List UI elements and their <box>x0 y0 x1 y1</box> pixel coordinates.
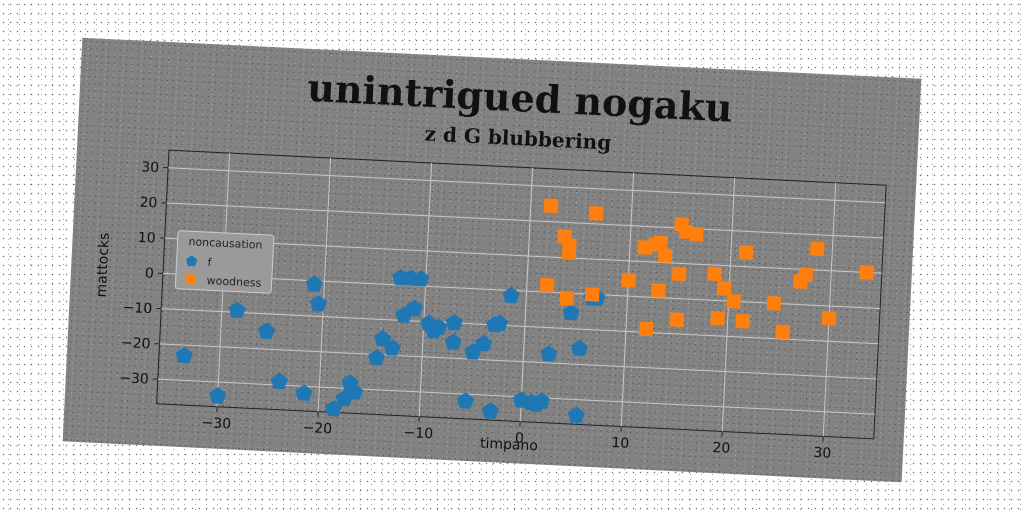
x-tick-label: 30 <box>813 445 832 462</box>
data-point <box>457 392 475 409</box>
data-point <box>325 399 343 417</box>
data-point <box>671 266 687 282</box>
data-point <box>444 333 462 350</box>
data-point <box>821 311 837 326</box>
data-point <box>209 387 227 404</box>
legend-marker <box>185 255 198 267</box>
y-grid-line <box>166 202 884 239</box>
legend-title: noncausation <box>188 235 263 252</box>
x-tick-label: −20 <box>302 420 332 437</box>
y-tick-label: 10 <box>137 230 156 247</box>
data-point <box>859 265 875 280</box>
data-point <box>270 372 288 390</box>
data-point <box>710 310 725 326</box>
data-point <box>532 392 551 409</box>
data-point <box>726 293 741 309</box>
y-tick-label: 30 <box>141 159 160 176</box>
data-point <box>346 383 364 400</box>
data-point <box>588 206 604 221</box>
x-tick-label: 20 <box>712 440 731 457</box>
x-tick-label: 10 <box>611 435 630 452</box>
data-point <box>309 294 328 312</box>
data-point <box>491 314 509 332</box>
data-point <box>571 339 589 357</box>
data-point <box>559 291 575 306</box>
data-point <box>735 313 751 329</box>
data-point <box>775 324 791 340</box>
legend-label: woodness <box>206 274 261 290</box>
y-grid-line <box>159 343 877 380</box>
data-point <box>716 281 732 296</box>
data-point <box>638 321 654 337</box>
y-tick-label: −10 <box>122 300 152 317</box>
data-point <box>689 226 704 242</box>
x-tick-label: −10 <box>403 425 433 442</box>
data-point <box>368 349 386 366</box>
grid-lines <box>157 153 886 437</box>
y-grid-line <box>164 237 882 274</box>
data-point <box>653 235 668 251</box>
data-point <box>539 277 555 293</box>
series-f <box>175 268 606 424</box>
y-tick-label: −30 <box>119 370 149 387</box>
axis-ticks: −30 −20 −10 0 10 20 30 −30 −20 −10 0 10 20 30 <box>119 159 832 462</box>
data-point <box>430 318 448 336</box>
data-point <box>445 314 463 331</box>
data-point <box>707 266 723 282</box>
data-point <box>502 286 520 304</box>
data-point <box>650 283 666 298</box>
data-point <box>669 312 685 328</box>
plot-area <box>156 149 887 440</box>
data-point <box>561 245 577 260</box>
y-grid-line <box>161 308 879 345</box>
x-tick-label: −30 <box>201 415 231 432</box>
y-grid-line <box>168 167 886 204</box>
x-grid-line <box>620 172 635 427</box>
data-point <box>374 329 392 347</box>
data-point <box>295 384 313 401</box>
data-point <box>412 269 430 287</box>
y-tick-label: 20 <box>139 195 158 212</box>
data-point <box>405 299 424 317</box>
data-point <box>305 275 323 292</box>
data-point <box>540 345 558 362</box>
data-point <box>175 346 193 364</box>
data-point <box>809 241 825 257</box>
series-woodness <box>539 198 875 340</box>
legend-marker <box>185 274 196 285</box>
data-point <box>562 303 580 321</box>
data-point <box>766 295 782 311</box>
chart-title: unintrigued nogaku <box>306 65 733 131</box>
data-point <box>543 198 559 214</box>
data-point <box>481 402 500 419</box>
data-point <box>798 267 814 283</box>
data-point <box>584 287 600 302</box>
data-point <box>621 272 636 288</box>
chart-card: unintrigued nogaku z d G blubbering −30−… <box>62 37 922 483</box>
x-tick-label: 0 <box>515 430 525 446</box>
data-point <box>475 334 493 352</box>
data-points <box>175 198 875 424</box>
data-point <box>257 322 276 340</box>
x-grid-line <box>519 167 534 422</box>
legend: noncausation f woodness <box>174 230 275 294</box>
data-point <box>738 245 754 260</box>
legend-box <box>174 230 275 294</box>
y-tick-label: 0 <box>145 266 155 282</box>
data-point <box>657 248 673 263</box>
x-grid-line <box>822 182 837 437</box>
x-grid-line <box>418 162 433 417</box>
data-point <box>567 406 585 424</box>
chart-subtitle: z d G blubbering <box>424 122 612 155</box>
data-point <box>383 339 401 356</box>
x-grid-line <box>317 157 332 412</box>
scatter-chart: unintrigued nogaku z d G blubbering −30−… <box>94 65 887 462</box>
plot-border <box>156 149 887 440</box>
y-tick-label: −20 <box>121 335 151 352</box>
y-grid-line <box>162 272 881 309</box>
legend-label: f <box>207 256 213 269</box>
x-axis-label: timpano <box>480 436 539 455</box>
data-point <box>228 301 246 319</box>
y-axis-label: mattocks <box>94 232 113 298</box>
